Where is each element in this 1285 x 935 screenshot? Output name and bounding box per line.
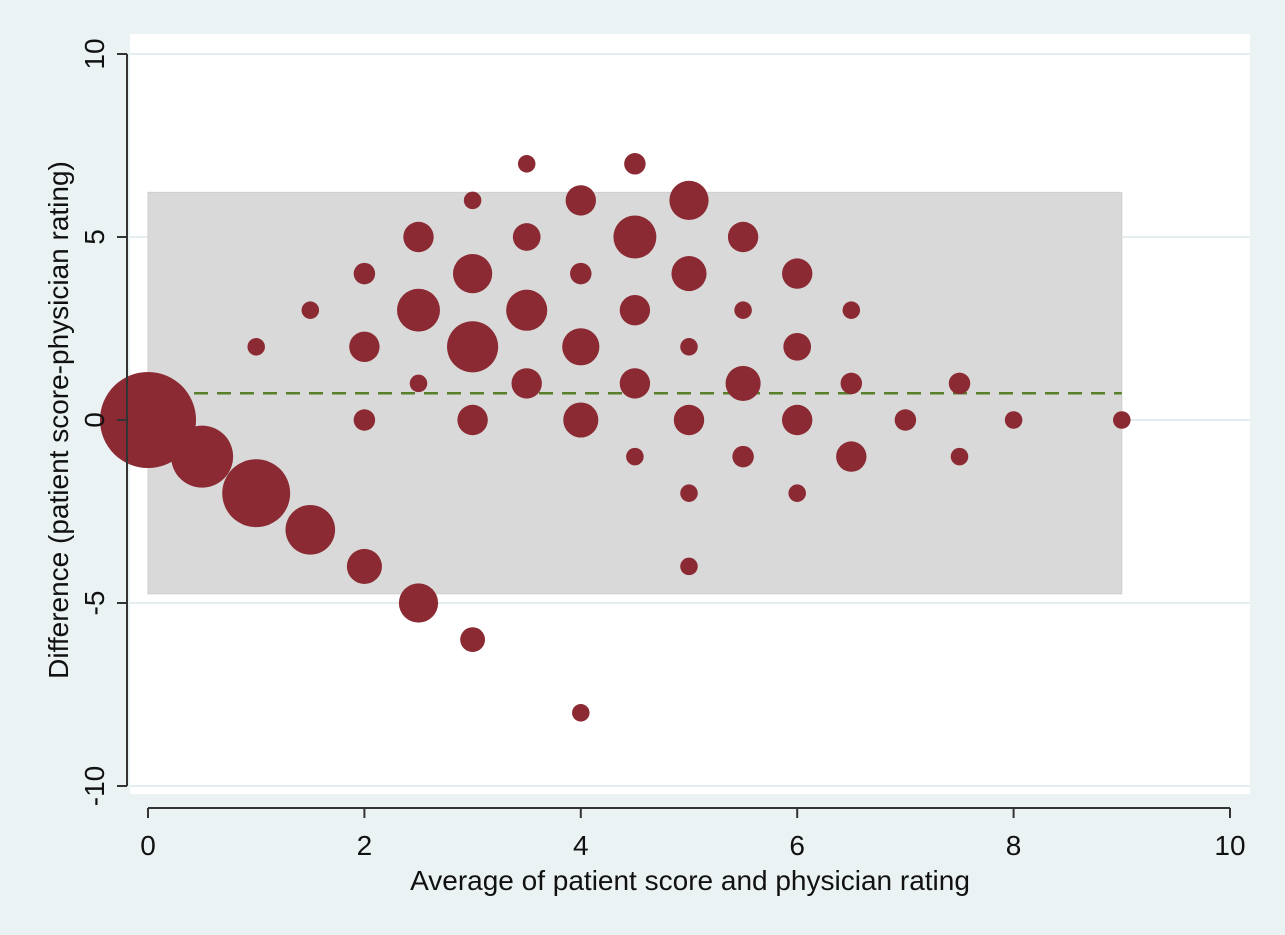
data-point xyxy=(725,365,761,401)
data-point xyxy=(948,372,971,395)
data-point xyxy=(565,185,596,216)
data-point xyxy=(624,153,646,175)
data-point xyxy=(506,289,548,331)
data-point xyxy=(301,301,320,319)
data-point xyxy=(447,321,499,373)
x-tick-label: 4 xyxy=(573,830,589,861)
data-point xyxy=(734,301,752,319)
data-point xyxy=(570,262,592,285)
y-tick-label: 0 xyxy=(79,412,110,428)
y-axis-title: Difference (patient score-physician rati… xyxy=(43,161,74,679)
data-point xyxy=(563,402,599,438)
data-point xyxy=(782,258,813,289)
data-point xyxy=(222,459,291,528)
data-point xyxy=(619,368,651,399)
data-point xyxy=(512,223,541,251)
data-point xyxy=(782,404,813,436)
data-point xyxy=(463,191,482,210)
data-point xyxy=(99,371,197,469)
x-tick-label: 0 xyxy=(140,830,156,861)
data-point xyxy=(285,505,336,555)
data-point xyxy=(1004,411,1023,429)
data-point xyxy=(349,331,380,362)
data-point xyxy=(353,262,376,285)
data-point xyxy=(840,372,863,395)
x-axis-title: Average of patient score and physician r… xyxy=(410,865,970,896)
data-point xyxy=(398,583,439,623)
data-point xyxy=(894,409,917,431)
data-point xyxy=(680,484,698,502)
data-point xyxy=(788,484,806,502)
data-point xyxy=(353,409,376,431)
data-point xyxy=(671,256,707,292)
data-point xyxy=(247,338,265,356)
data-point xyxy=(673,404,705,436)
data-point xyxy=(572,704,590,722)
data-points xyxy=(99,153,1131,722)
data-point xyxy=(842,301,861,319)
data-point xyxy=(669,180,709,221)
data-point xyxy=(680,338,698,356)
data-point xyxy=(680,557,698,576)
data-point xyxy=(511,368,542,399)
data-point xyxy=(619,295,651,326)
data-point xyxy=(626,447,644,466)
x-tick-label: 10 xyxy=(1214,830,1245,861)
data-point xyxy=(517,155,536,173)
y-tick-label: 10 xyxy=(79,38,110,69)
y-tick-label: -10 xyxy=(79,766,110,806)
data-point xyxy=(613,215,657,259)
y-tick-label: 5 xyxy=(79,229,110,245)
data-point xyxy=(403,221,434,253)
data-point xyxy=(783,332,812,361)
data-point xyxy=(409,374,428,393)
data-point xyxy=(171,425,234,488)
x-tick-label: 8 xyxy=(1006,830,1022,861)
y-tick-label: -5 xyxy=(79,591,110,616)
data-point xyxy=(727,221,759,253)
y-axis-ticks: -10 -5 0 5 10 xyxy=(79,38,127,806)
data-point xyxy=(1113,411,1131,429)
data-point xyxy=(457,404,488,436)
x-axis-ticks: 0 2 4 6 8 10 xyxy=(140,808,1246,861)
data-point xyxy=(950,447,969,466)
data-point xyxy=(346,548,382,584)
data-point xyxy=(836,441,867,472)
data-point xyxy=(562,328,600,366)
x-tick-label: 6 xyxy=(789,830,805,861)
data-point xyxy=(460,627,485,652)
x-tick-label: 2 xyxy=(357,830,373,861)
data-point xyxy=(732,445,754,468)
data-point xyxy=(452,253,493,294)
data-point xyxy=(397,288,440,332)
